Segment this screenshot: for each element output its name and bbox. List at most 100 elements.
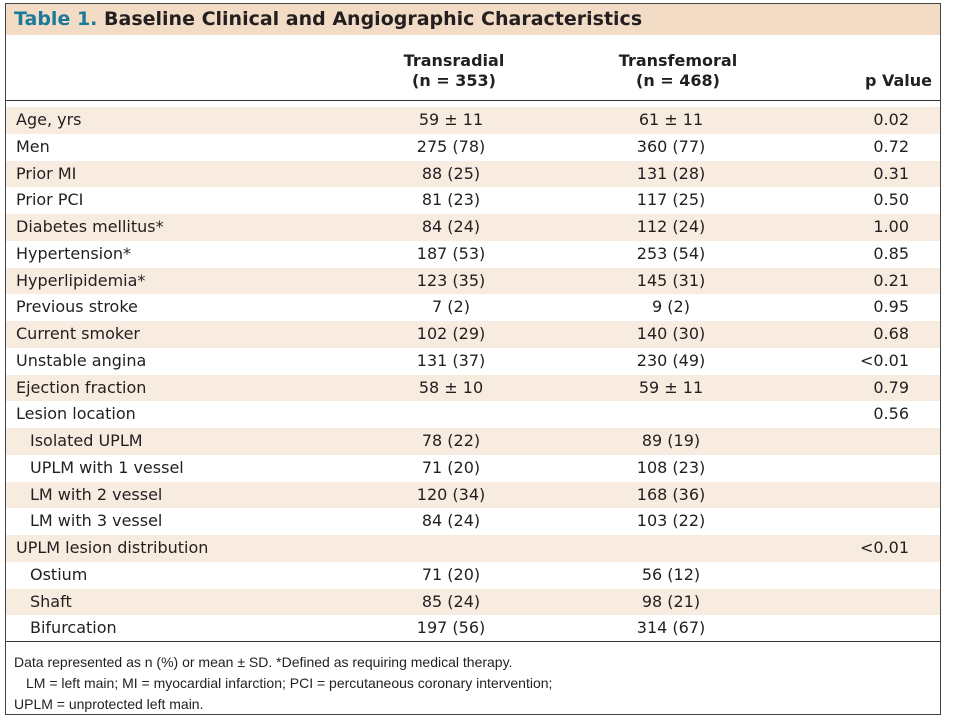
header-transfemoral-n: (n = 468): [636, 71, 720, 90]
p-value-cell: 1.00: [873, 217, 909, 236]
footnote-line-2: LM = left main; MI = myocardial infarcti…: [26, 675, 553, 691]
table-row: UPLM with 1 vessel 71 (20) 108 (23): [6, 455, 940, 482]
transradial-cell: 78 (22): [421, 431, 481, 450]
table-row: Prior MI 88 (25) 131 (28) 0.31: [6, 160, 940, 188]
transfemoral-cell: 56 (12): [641, 564, 701, 584]
p-value-cell: 0.31: [873, 163, 909, 183]
row-label: Current smoker: [16, 324, 141, 343]
header-transradial-name: Transradial: [403, 51, 505, 70]
table-row: Isolated UPLM 78 (22) 89 (19): [6, 428, 940, 455]
transfemoral-cell: 89 (19): [641, 431, 701, 450]
p-value-cell: 0.72: [873, 136, 909, 156]
header-transfemoral: Transfemoral (n = 468): [583, 51, 773, 91]
transradial-cell: 120 (34): [416, 484, 486, 504]
table-row: Lesion location 0.56: [6, 401, 940, 428]
transradial-cell: 58 ± 10: [418, 377, 484, 397]
transradial-cell: 197 (56): [416, 618, 486, 638]
table-body: Age, yrs 59 ± 11 61 ± 11 0.02 Men 275 (78) 360…: [6, 107, 940, 642]
footnote-line-3: UPLM = unprotected left main.: [14, 696, 204, 712]
transfemoral-cell: 61 ± 11: [638, 110, 704, 129]
table-number: Table 1.: [14, 8, 98, 30]
row-label: Previous stroke: [16, 297, 138, 317]
transfemoral-cell: 253 (54): [636, 243, 706, 263]
transfemoral-cell: 98 (21): [641, 591, 701, 611]
transradial-cell: 187 (53): [416, 243, 486, 263]
row-label: UPLM lesion distribution: [16, 538, 209, 557]
p-value-cell: <0.01: [859, 350, 909, 370]
row-label: Bifurcation: [30, 618, 117, 638]
row-label: Ostium: [30, 564, 88, 584]
table-row: Prior PCI 81 (23) 117 (25) 0.50: [6, 187, 940, 214]
transradial-cell: 71 (20): [421, 564, 481, 584]
table-row: Hyperlipidemia* 123 (35) 145 (31) 0.21: [6, 267, 940, 295]
table-header: Transradial (n = 353) Transfemoral (n = …: [6, 35, 940, 101]
transfemoral-cell: 360 (77): [636, 136, 706, 156]
transradial-cell: 7 (2): [432, 297, 470, 317]
table-row: Bifurcation 197 (56) 314 (67): [6, 615, 940, 642]
table-row: Ejection fraction 58 ± 10 59 ± 11 0.79: [6, 374, 940, 402]
row-label: Men: [16, 136, 50, 156]
header-p-value: p Value: [864, 71, 932, 90]
table-title-text: Baseline Clinical and Angiographic Chara…: [104, 8, 643, 30]
row-label: Lesion location: [16, 404, 136, 424]
transfemoral-cell: 59 ± 11: [638, 377, 704, 397]
p-value-cell: 0.50: [873, 190, 909, 210]
transradial-cell: 85 (24): [421, 591, 481, 611]
p-value-cell: 0.79: [873, 377, 909, 397]
header-transradial-n: (n = 353): [412, 71, 496, 90]
table-row: Current smoker 102 (29) 140 (30) 0.68: [6, 321, 940, 348]
transfemoral-cell: 9 (2): [652, 297, 690, 317]
row-label: UPLM with 1 vessel: [30, 457, 184, 477]
header-transfemoral-name: Transfemoral: [618, 51, 738, 70]
row-label: Isolated UPLM: [30, 431, 143, 450]
transradial-cell: 123 (35): [416, 270, 486, 290]
transfemoral-cell: 314 (67): [636, 618, 706, 638]
row-label: Age, yrs: [16, 110, 82, 129]
table-frame: Table 1. Baseline Clinical and Angiograp…: [5, 3, 941, 715]
header-transradial: Transradial (n = 353): [359, 51, 549, 91]
transradial-cell: 81 (23): [421, 190, 481, 210]
row-label: Hyperlipidemia*: [16, 270, 146, 290]
table-row: Ostium 71 (20) 56 (12): [6, 562, 940, 589]
p-value-cell: 0.68: [873, 324, 909, 343]
transfemoral-cell: 145 (31): [636, 270, 706, 290]
row-label: LM with 3 vessel: [30, 511, 163, 531]
transradial-cell: 59 ± 11: [418, 110, 484, 129]
table-row: LM with 3 vessel 84 (24) 103 (22): [6, 508, 940, 535]
p-value-cell: 0.02: [873, 110, 909, 129]
row-label: LM with 2 vessel: [30, 484, 163, 504]
transradial-cell: 102 (29): [416, 324, 486, 343]
transfemoral-cell: 108 (23): [636, 457, 706, 477]
p-value-cell: 0.85: [873, 243, 909, 263]
table-row: Previous stroke 7 (2) 9 (2) 0.95: [6, 294, 940, 321]
table-row: Unstable angina 131 (37) 230 (49) <0.01: [6, 348, 940, 375]
table-row: LM with 2 vessel 120 (34) 168 (36): [6, 481, 940, 509]
transradial-cell: 84 (24): [421, 217, 481, 236]
p-value-cell: 0.56: [873, 404, 909, 424]
p-value-cell: 0.95: [873, 297, 909, 317]
transradial-cell: 131 (37): [416, 350, 486, 370]
transfemoral-cell: 117 (25): [636, 190, 706, 210]
row-label: Diabetes mellitus*: [16, 217, 164, 236]
p-value-cell: 0.21: [873, 270, 909, 290]
table-title: Table 1. Baseline Clinical and Angiograp…: [6, 4, 940, 35]
table-footnote: Data represented as n (%) or mean ± SD. …: [6, 641, 940, 715]
transradial-cell: 84 (24): [421, 511, 481, 531]
table-row: Hypertension* 187 (53) 253 (54) 0.85: [6, 241, 940, 268]
table-row: Age, yrs 59 ± 11 61 ± 11 0.02: [6, 107, 940, 134]
transradial-cell: 71 (20): [421, 457, 481, 477]
transfemoral-cell: 112 (24): [636, 217, 706, 236]
table-row: Diabetes mellitus* 84 (24) 112 (24) 1.00: [6, 214, 940, 241]
table-row: Men 275 (78) 360 (77) 0.72: [6, 134, 940, 161]
row-label: Shaft: [30, 591, 72, 611]
transfemoral-cell: 230 (49): [636, 350, 706, 370]
p-value-cell: <0.01: [859, 538, 909, 557]
row-label: Unstable angina: [16, 350, 147, 370]
transfemoral-cell: 103 (22): [636, 511, 706, 531]
transradial-cell: 275 (78): [416, 136, 486, 156]
row-label: Prior PCI: [16, 190, 84, 210]
transfemoral-cell: 140 (30): [636, 324, 706, 343]
transradial-cell: 88 (25): [421, 163, 481, 183]
table-row: Shaft 85 (24) 98 (21): [6, 588, 940, 616]
row-label: Hypertension*: [16, 243, 132, 263]
